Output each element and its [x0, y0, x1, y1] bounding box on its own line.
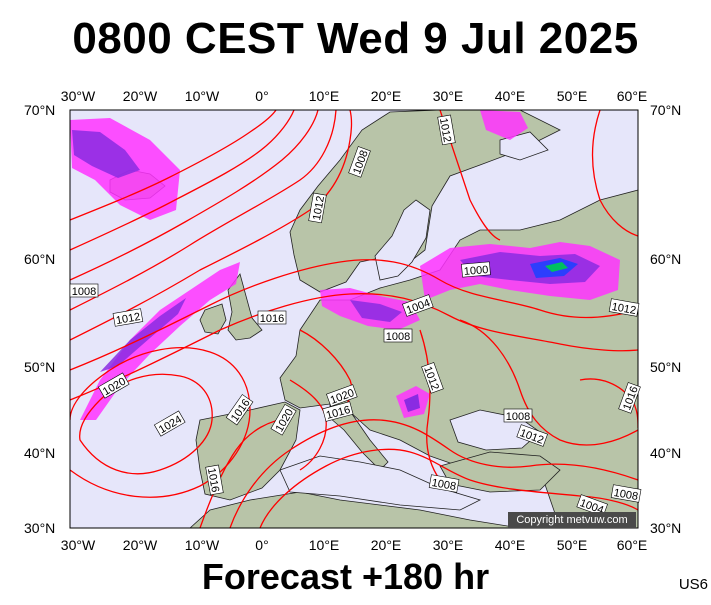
- lon-label-top: 40°E: [494, 88, 526, 104]
- white-sea: [499, 131, 549, 161]
- lon-label-top: 10°W: [184, 88, 220, 104]
- mediterranean: [279, 455, 482, 511]
- isobar: [229, 419, 638, 528]
- isobar-label: 1012: [611, 301, 637, 317]
- isobar: [419, 329, 441, 481]
- copyright-badge: Copyright metvuw.com: [508, 512, 636, 528]
- lat-label-right: 60°N: [650, 251, 682, 267]
- forecast-label: Forecast +180 hr: [201, 556, 490, 597]
- lon-label-top: 30°E: [432, 88, 464, 104]
- isobar-label: 1008: [72, 286, 96, 298]
- map-title: 0800 CEST Wed 9 Jul 2025: [72, 14, 639, 63]
- lat-label-right: 50°N: [650, 359, 682, 375]
- isobar: [70, 110, 353, 341]
- isobar-label-box: 1008: [428, 474, 460, 493]
- lon-label-bottom: 50°E: [556, 537, 588, 553]
- isobar-label: 1008: [386, 331, 410, 343]
- lon-label-top: 0°: [255, 88, 269, 104]
- rain-baltic-core: [350, 300, 402, 322]
- lon-label-bottom: 0°: [255, 537, 269, 553]
- rain-russia-extreme: [545, 262, 568, 272]
- forecast-subtitle: Forecast +180 hr: [0, 556, 711, 598]
- lat-label-right: 30°N: [650, 520, 682, 536]
- lon-label-bottom: 10°E: [308, 537, 340, 553]
- lon-label-bottom: 20°W: [122, 537, 158, 553]
- lat-label-right: 70°N: [650, 102, 682, 118]
- lon-label-top: 60°E: [616, 88, 648, 104]
- ireland: [199, 303, 227, 335]
- lat-label-left: 50°N: [24, 359, 56, 375]
- isobar-label: 1012: [311, 195, 327, 221]
- isobar-label-box: 1008: [69, 283, 99, 298]
- isobar-label-box: 1000: [461, 261, 491, 278]
- lon-label-bottom: 20°E: [370, 537, 402, 553]
- rain-iceland-core: [72, 130, 140, 178]
- inner-seas: [279, 131, 549, 511]
- isobar-label: 1016: [260, 313, 284, 325]
- isobar: [70, 347, 251, 498]
- isobar: [70, 110, 295, 251]
- lat-label-left: 60°N: [24, 251, 56, 267]
- lon-label-bottom: 30°E: [432, 537, 464, 553]
- lat-label-right: 40°N: [650, 445, 682, 461]
- isobar-label-box: 1012: [112, 308, 144, 327]
- isobar: [70, 259, 638, 371]
- isobar-label-box: 1008: [610, 484, 642, 503]
- isobar-labels: 1012 1008 1012 1000 1004 1008 1012 1020 …: [69, 114, 642, 517]
- isobar: [199, 417, 291, 528]
- isobar: [459, 319, 638, 446]
- isobar: [259, 448, 638, 528]
- rain-balkans-core: [404, 394, 420, 412]
- isobar: [70, 110, 277, 221]
- lon-label-bottom: 60°E: [616, 537, 648, 553]
- isobar-label-box: 1012: [437, 114, 456, 146]
- isobar-label: 1012: [437, 117, 453, 143]
- isobar: [70, 110, 337, 311]
- lon-label-bottom: 40°E: [494, 537, 526, 553]
- lon-label-top: 50°E: [556, 88, 588, 104]
- isobar: [79, 373, 213, 475]
- isobar-label-box: 1012: [308, 192, 327, 224]
- isobar-label-box: 1008: [383, 328, 413, 343]
- lon-label-top: 10°E: [308, 88, 340, 104]
- isobar-label: 1012: [115, 311, 141, 327]
- lat-label-left: 40°N: [24, 445, 56, 461]
- isobar-label: 1008: [613, 487, 639, 503]
- north-africa: [189, 491, 521, 528]
- lat-label-left: 70°N: [24, 102, 56, 118]
- lon-label-top: 30°W: [60, 88, 96, 104]
- lon-label-top: 20°W: [122, 88, 158, 104]
- product-code: US6: [678, 576, 708, 593]
- lon-label-top: 20°E: [370, 88, 402, 104]
- isobar-label: 1016: [205, 467, 221, 493]
- isobar-label-box: 1008: [503, 408, 533, 423]
- isobar-label-box: 1016: [257, 310, 287, 325]
- isobar: [70, 110, 319, 281]
- isobar-label-box: 1012: [608, 298, 640, 317]
- lon-label-bottom: 10°W: [184, 537, 220, 553]
- rain-band-atlantic-core: [100, 298, 186, 372]
- isobar: [591, 110, 638, 237]
- isobar-label: 1008: [506, 411, 530, 423]
- lat-label-left: 30°N: [24, 520, 56, 536]
- lon-label-bottom: 30°W: [60, 537, 96, 553]
- isobar-label-box: 1016: [205, 464, 224, 496]
- rain-norway-coast: [480, 110, 528, 140]
- frame-ticks: [69, 109, 639, 529]
- isobar-label: 1000: [463, 264, 488, 278]
- isobar-label: 1008: [431, 477, 457, 493]
- baltic-sea: [374, 199, 431, 281]
